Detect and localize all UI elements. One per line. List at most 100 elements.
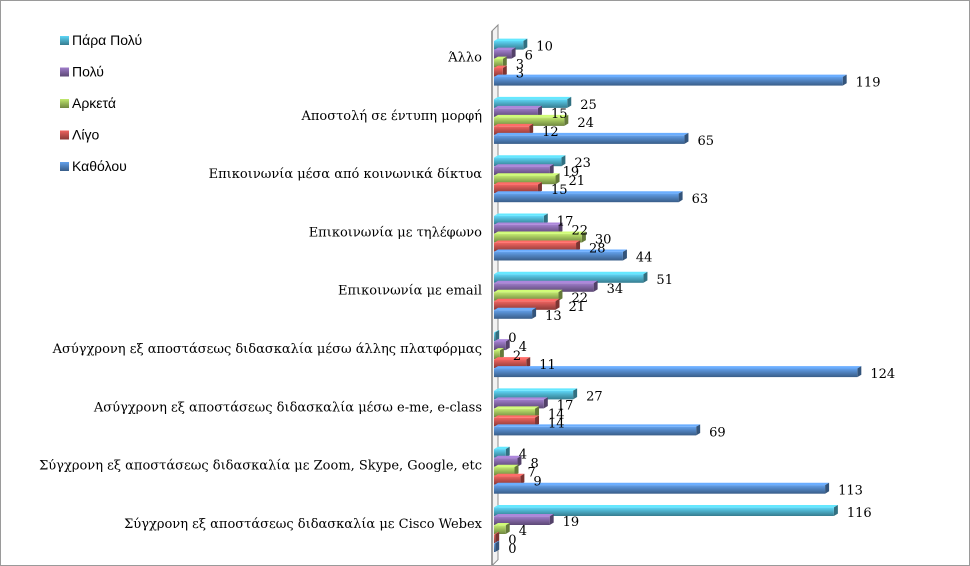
bar — [494, 406, 540, 418]
bar — [494, 473, 525, 485]
bar — [494, 446, 510, 458]
value-label: 3 — [516, 67, 524, 82]
bar — [494, 132, 689, 144]
legend: Πάρα Πολύ Πολύ Αρκετά Λίγο Καθόλου — [60, 32, 142, 174]
value-label: 8 — [530, 457, 538, 472]
value-label: 113 — [838, 484, 863, 499]
value-label: 119 — [856, 76, 881, 91]
bar — [494, 105, 542, 117]
bar — [494, 388, 578, 400]
bar — [494, 415, 540, 427]
bars-layer — [494, 38, 862, 552]
value-label: 15 — [551, 107, 568, 122]
bar — [494, 366, 862, 378]
legend-label: Καθόλου — [72, 158, 127, 174]
value-label: 44 — [636, 251, 653, 266]
value-label: 15 — [551, 183, 568, 198]
bar — [494, 74, 847, 86]
bar — [494, 464, 519, 476]
value-label: 22 — [571, 224, 588, 239]
legend-label: Αρκετά — [72, 95, 116, 111]
legend-label: Λίγο — [72, 127, 99, 143]
value-label: 30 — [595, 233, 612, 248]
category-label: Επικοινωνία μέσα από κοινωνικά δίκτυα — [209, 167, 483, 182]
category-label: Ασύγχρονη εξ αποστάσεως διδασκαλία μέσω … — [93, 400, 482, 415]
value-label: 0 — [508, 542, 516, 557]
value-label: 34 — [607, 282, 624, 297]
value-label: 12 — [542, 125, 559, 140]
value-label: 3 — [516, 58, 524, 73]
bar — [494, 191, 683, 203]
value-label: 14 — [548, 407, 565, 422]
legend-swatch — [60, 99, 69, 108]
value-label: 27 — [586, 389, 603, 404]
legend-label: Πάρα Πολύ — [72, 32, 142, 48]
value-labels-layer: 1063311925152412652319211563172230284451… — [508, 40, 895, 557]
value-label: 63 — [692, 192, 709, 207]
bar — [494, 231, 586, 243]
category-label: Άλλο — [447, 51, 482, 66]
bar — [494, 213, 548, 225]
value-label: 13 — [545, 309, 562, 324]
legend-swatch — [60, 130, 69, 140]
bar — [494, 357, 531, 369]
bar — [494, 240, 581, 252]
bar — [494, 114, 569, 126]
bar — [494, 123, 534, 135]
value-label: 7 — [528, 466, 536, 481]
value-label: 2 — [513, 349, 521, 364]
value-label: 22 — [571, 291, 588, 306]
value-label: 4 — [519, 524, 527, 539]
bar — [494, 523, 510, 534]
legend-swatch — [60, 162, 69, 171]
bar — [494, 505, 838, 516]
bar — [494, 164, 554, 176]
value-label: 0 — [508, 331, 516, 346]
bar — [494, 155, 566, 167]
value-label: 116 — [847, 506, 872, 521]
value-label: 19 — [563, 515, 580, 530]
value-label: 24 — [577, 116, 594, 131]
value-label: 11 — [539, 358, 556, 373]
legend-item: Καθόλου — [60, 158, 127, 174]
bar — [494, 249, 627, 261]
bar — [494, 182, 542, 194]
legend-swatch — [60, 67, 69, 77]
value-label: 14 — [548, 416, 565, 431]
legend-item: Πάρα Πολύ — [60, 32, 142, 48]
bar — [494, 455, 522, 467]
value-label: 124 — [870, 367, 895, 382]
bar — [494, 397, 548, 409]
category-label: Ασύγχρονη εξ αποστάσεως διδασκαλία μέσω … — [52, 342, 482, 357]
bar — [494, 173, 560, 185]
bar — [494, 330, 500, 342]
value-label: 17 — [557, 215, 574, 230]
value-label: 23 — [574, 156, 591, 171]
bar — [494, 307, 537, 319]
bar — [494, 271, 648, 283]
value-label: 28 — [589, 242, 606, 257]
value-label: 4 — [519, 340, 527, 355]
bar — [494, 65, 507, 77]
value-label: 51 — [656, 273, 673, 288]
category-label: Σύγχρονη εξ αποστάσεως διδασκαλία με Zoo… — [39, 459, 482, 474]
value-label: 19 — [563, 165, 580, 180]
bar — [494, 482, 830, 494]
bar — [494, 541, 500, 552]
bar — [494, 47, 516, 59]
value-label: 65 — [697, 134, 714, 149]
value-label: 25 — [580, 98, 597, 113]
category-label: Σύγχρονη εξ αποστάσεως διδασκαλία με Cis… — [124, 517, 483, 532]
category-label: Επικοινωνία με τηλέφωνο — [309, 225, 482, 240]
bar — [494, 514, 554, 525]
value-label: 0 — [508, 533, 516, 548]
value-label: 6 — [525, 49, 533, 64]
legend-label: Πολύ — [72, 64, 104, 80]
bar — [494, 289, 563, 301]
bar — [494, 339, 510, 351]
legend-swatch — [60, 36, 69, 45]
bar — [494, 280, 598, 292]
legend-item: Λίγο — [60, 127, 99, 143]
